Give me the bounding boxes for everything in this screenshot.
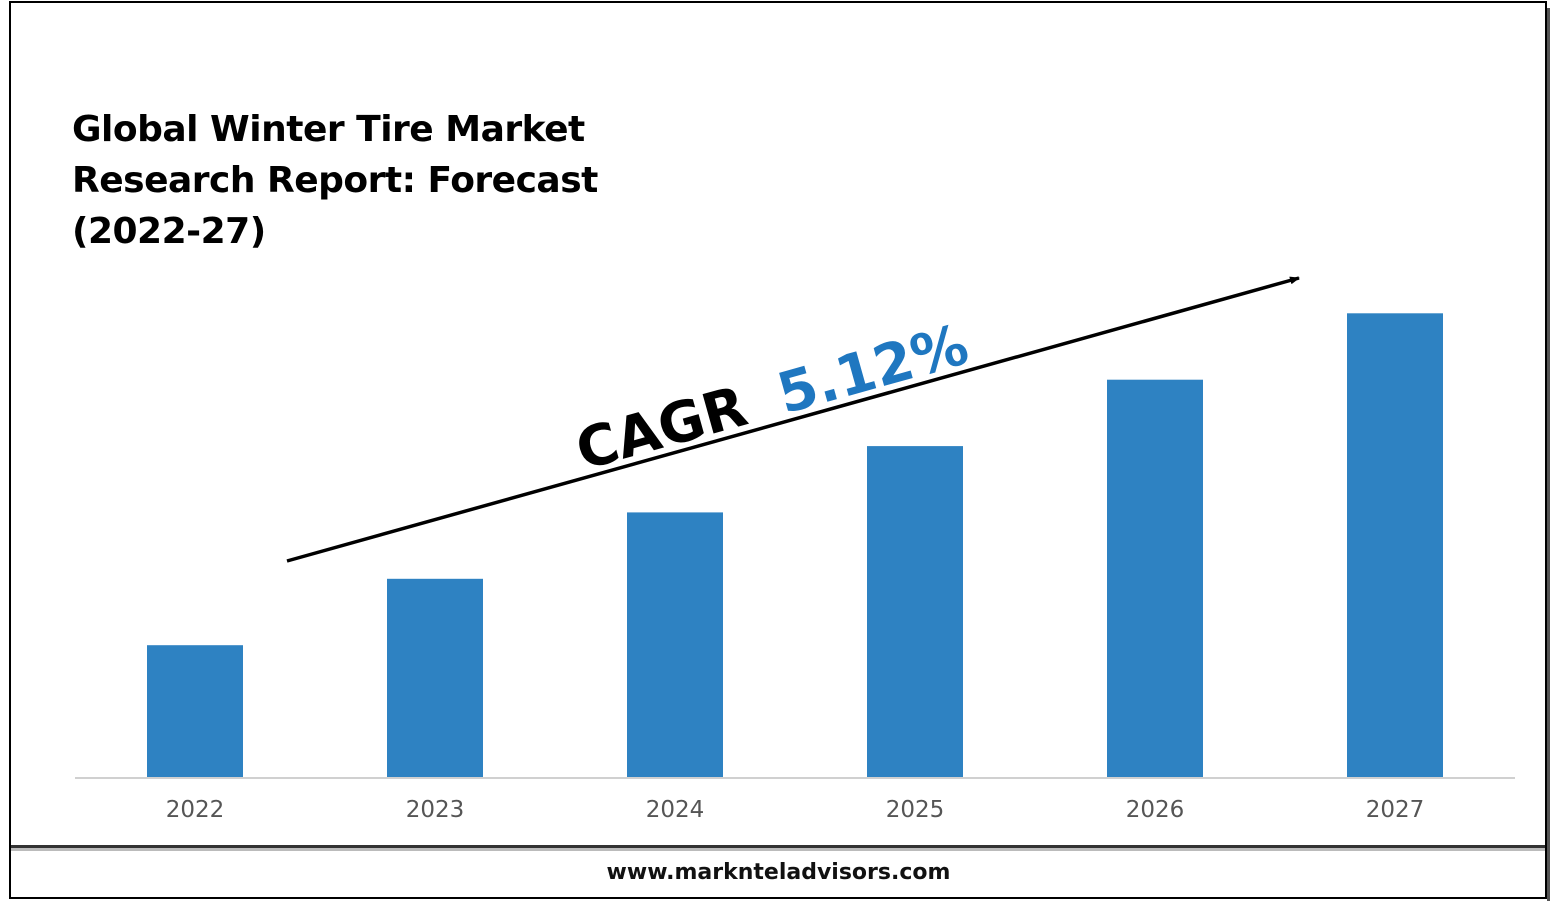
cagr-value: 5.12% [771, 312, 976, 427]
bar-2027 [1347, 313, 1443, 778]
bar-2024 [627, 512, 723, 778]
x-tick-label-2023: 2023 [406, 797, 465, 823]
chart-title: Global Winter Tire Market Research Repor… [72, 109, 598, 252]
x-tick-label-2025: 2025 [886, 797, 945, 823]
chart-frame [9, 1, 1547, 899]
bar-2026 [1107, 379, 1203, 778]
footer-website[interactable]: www.marknteladvisors.com [606, 860, 951, 885]
cagr-label: CAGR [569, 374, 754, 483]
bar-2022 [147, 645, 243, 778]
frame-shadow [1547, 8, 1550, 901]
x-tick-label-2026: 2026 [1126, 797, 1185, 823]
x-tick-label-2022: 2022 [166, 797, 225, 823]
bar-2023 [387, 578, 483, 778]
trend-arrow [286, 276, 1300, 563]
x-tick-label-2027: 2027 [1366, 797, 1425, 823]
bar-2025 [867, 446, 963, 778]
x-tick-label-2024: 2024 [646, 797, 705, 823]
x-tick-labels: 2022 2023 2024 2025 2026 2027 [166, 797, 1425, 823]
footer-divider-shadow [11, 848, 1545, 851]
footer-divider [11, 845, 1545, 848]
bars-group [147, 313, 1443, 778]
